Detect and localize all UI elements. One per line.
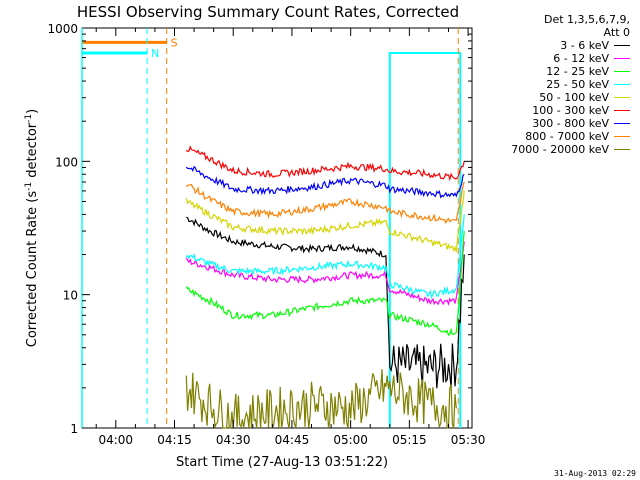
legend-label: 3 - 6 keV xyxy=(560,39,609,52)
plot-frame xyxy=(81,27,473,429)
x-tick-label: 04:30 xyxy=(216,433,251,447)
legend-entry: 12 - 25 keV xyxy=(488,65,630,78)
legend-entry: 800 - 7000 keV xyxy=(488,130,630,143)
legend-label: 6 - 12 keV xyxy=(553,52,609,65)
legend-swatch xyxy=(614,84,630,85)
y-tick-label: 1000 xyxy=(47,22,78,36)
y-tick-label: 100 xyxy=(55,155,78,169)
legend-swatch xyxy=(614,149,630,150)
legend-swatch xyxy=(614,123,630,124)
legend-label: 100 - 300 keV xyxy=(532,104,609,117)
x-tick-label: 05:00 xyxy=(333,433,368,447)
legend-swatch xyxy=(614,45,630,46)
y-axis: 1 10 100 1000 xyxy=(47,22,472,436)
y-tick-label: 1 xyxy=(70,422,78,436)
legend-label: 50 - 100 keV xyxy=(539,91,609,104)
series-line xyxy=(185,214,465,300)
series-line xyxy=(185,165,465,199)
legend-swatch xyxy=(614,71,630,72)
x-axis-label: Start Time (27-Aug-13 03:51:22) xyxy=(176,455,388,470)
series-line xyxy=(185,369,457,429)
series-line xyxy=(186,216,465,389)
legend-swatch xyxy=(614,136,630,137)
x-axis: 04:00 04:15 04:30 04:45 05:00 05:15 05:30 xyxy=(95,28,486,447)
series-lines xyxy=(185,145,465,429)
legend-label: 800 - 7000 keV xyxy=(525,130,609,143)
x-tick-label: 05:30 xyxy=(451,433,486,447)
legend-header-line1: Det 1,3,5,6,7,9, xyxy=(543,13,630,26)
legend-entry: 3 - 6 keV xyxy=(488,39,630,52)
x-tick-label: 05:15 xyxy=(392,433,427,447)
x-tick-label: 04:15 xyxy=(157,433,192,447)
y-axis-label: Corrected Count Rate (s-1 detector-1) xyxy=(24,109,40,347)
legend-label: 25 - 50 keV xyxy=(546,78,609,91)
annotation-label: N xyxy=(151,47,159,60)
chart-title: HESSI Observing Summary Count Rates, Cor… xyxy=(77,3,459,21)
legend-label: 12 - 25 keV xyxy=(546,65,609,78)
legend-label: 7000 - 20000 keV xyxy=(511,143,609,156)
legend: Det 1,3,5,6,7,9, Att 0 3 - 6 keV 6 - 12 k… xyxy=(488,13,630,156)
legend-swatch xyxy=(614,58,630,59)
legend-label: 300 - 800 keV xyxy=(532,117,609,130)
legend-entry: 300 - 800 keV xyxy=(488,117,630,130)
x-tick-label: 04:45 xyxy=(275,433,310,447)
series-line xyxy=(185,145,465,182)
y-tick-label: 10 xyxy=(63,289,78,303)
series-line xyxy=(185,241,465,307)
legend-swatch xyxy=(614,110,630,111)
series-line xyxy=(185,190,465,253)
legend-entry: 6 - 12 keV xyxy=(488,52,630,65)
legend-swatch xyxy=(614,97,630,98)
series-line xyxy=(185,231,465,337)
x-tick-label: 04:00 xyxy=(98,433,133,447)
legend-header-line2: Att 0 xyxy=(603,26,630,39)
series-line xyxy=(185,181,465,225)
legend-entry: 50 - 100 keV xyxy=(488,91,630,104)
legend-entry: 7000 - 20000 keV xyxy=(488,143,630,156)
annotation-label: S xyxy=(171,36,178,49)
timestamp-footer: 31-Aug-2013 02:29 xyxy=(554,469,636,478)
annotations: SN xyxy=(81,28,462,428)
legend-entry: 100 - 300 keV xyxy=(488,104,630,117)
legend-entry: 25 - 50 keV xyxy=(488,78,630,91)
attenuator-window xyxy=(388,51,462,428)
